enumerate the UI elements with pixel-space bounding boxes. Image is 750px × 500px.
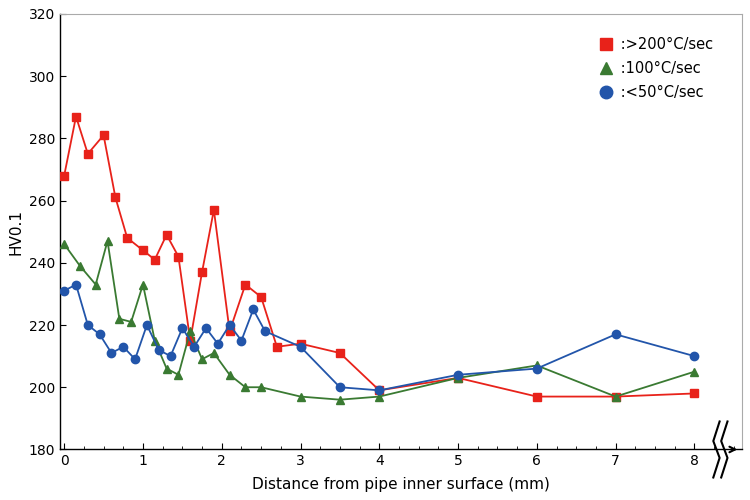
Y-axis label: HV0.1: HV0.1: [8, 208, 23, 254]
X-axis label: Distance from pipe inner surface (mm): Distance from pipe inner surface (mm): [252, 476, 550, 492]
Legend:  :>200°C/sec,  :100°C/sec,  :<50°C/sec: :>200°C/sec, :100°C/sec, :<50°C/sec: [593, 30, 721, 107]
